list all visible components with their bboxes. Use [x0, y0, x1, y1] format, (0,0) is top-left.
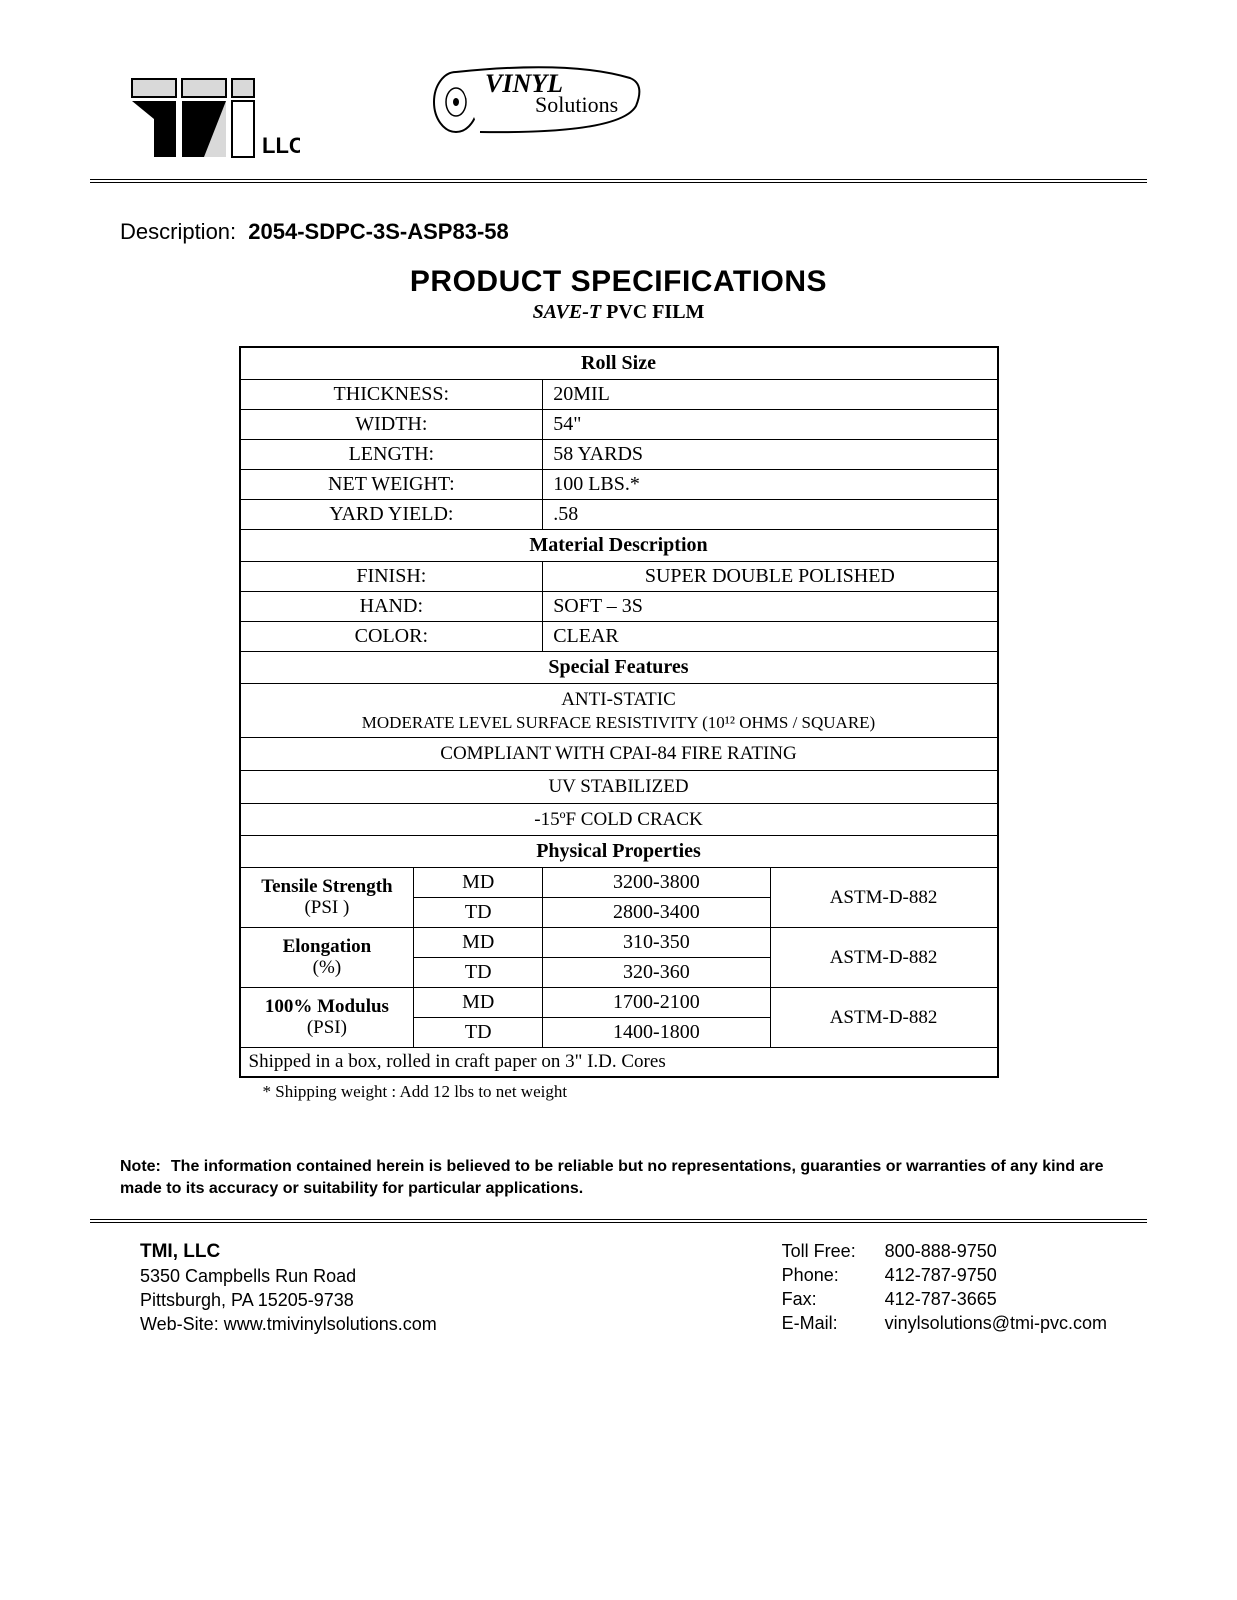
shipping-weight-footnote: * Shipping weight : Add 12 lbs to net we…: [239, 1082, 999, 1102]
vinyl-solutions-logo: VINYL Solutions: [420, 50, 660, 155]
length-label: LENGTH:: [240, 440, 543, 470]
page-subtitle: SAVE-T PVC FILM: [90, 301, 1147, 324]
special-header: Special Features: [240, 652, 998, 684]
description-row: Description: 2054-SDPC-3S-ASP83-58: [120, 219, 1147, 245]
feature-cold: -15ºF COLD CRACK: [240, 803, 998, 836]
thickness-value: 20MIL: [543, 380, 998, 410]
netweight-label: NET WEIGHT:: [240, 470, 543, 500]
hand-value: SOFT – 3S: [543, 592, 998, 622]
spec-table: Roll Size THICKNESS:20MIL WIDTH:54" LENG…: [239, 346, 999, 1078]
finish-label: FINISH:: [240, 562, 543, 592]
width-value: 54": [543, 410, 998, 440]
elongation-label: Elongation(%): [240, 928, 414, 988]
color-value: CLEAR: [543, 622, 998, 652]
bottom-rule: [90, 1219, 1147, 1223]
material-header: Material Description: [240, 530, 998, 562]
svg-text:Solutions: Solutions: [535, 92, 618, 117]
roll-size-header: Roll Size: [240, 347, 998, 380]
header: LLC VINYL Solutions: [90, 50, 1147, 161]
description-label: Description:: [120, 219, 236, 244]
yardyield-label: YARD YIELD:: [240, 500, 543, 530]
hand-label: HAND:: [240, 592, 543, 622]
page-title: PRODUCT SPECIFICATIONS: [90, 265, 1147, 299]
finish-value: SUPER DOUBLE POLISHED: [543, 562, 998, 592]
modulus-label: 100% Modulus(PSI): [240, 988, 414, 1048]
shipping-note: Shipped in a box, rolled in craft paper …: [240, 1048, 998, 1078]
netweight-value: 100 LBS.*: [543, 470, 998, 500]
footer: TMI, LLC 5350 Campbells Run Road Pittsbu…: [90, 1241, 1147, 1338]
feature-uv: UV STABILIZED: [240, 770, 998, 803]
yardyield-value: .58: [543, 500, 998, 530]
length-value: 58 YARDS: [543, 440, 998, 470]
disclaimer-note: Note:The information contained herein is…: [120, 1156, 1117, 1199]
description-value: 2054-SDPC-3S-ASP83-58: [248, 219, 508, 244]
thickness-label: THICKNESS:: [240, 380, 543, 410]
tmi-suffix: LLC: [262, 133, 300, 158]
feature-antistatic: ANTI-STATIC MODERATE LEVEL SURFACE RESIS…: [240, 684, 998, 738]
tensile-label: Tensile Strength(PSI ): [240, 868, 414, 928]
width-label: WIDTH:: [240, 410, 543, 440]
footer-contacts: Toll Free:800-888-9750 Phone:412-787-975…: [782, 1241, 1107, 1338]
top-rule: [90, 179, 1147, 183]
physical-header: Physical Properties: [240, 836, 998, 868]
color-label: COLOR:: [240, 622, 543, 652]
feature-cpai: COMPLIANT WITH CPAI-84 FIRE RATING: [240, 738, 998, 771]
tmi-logo: LLC: [130, 71, 300, 161]
footer-address: TMI, LLC 5350 Campbells Run Road Pittsbu…: [140, 1241, 437, 1338]
